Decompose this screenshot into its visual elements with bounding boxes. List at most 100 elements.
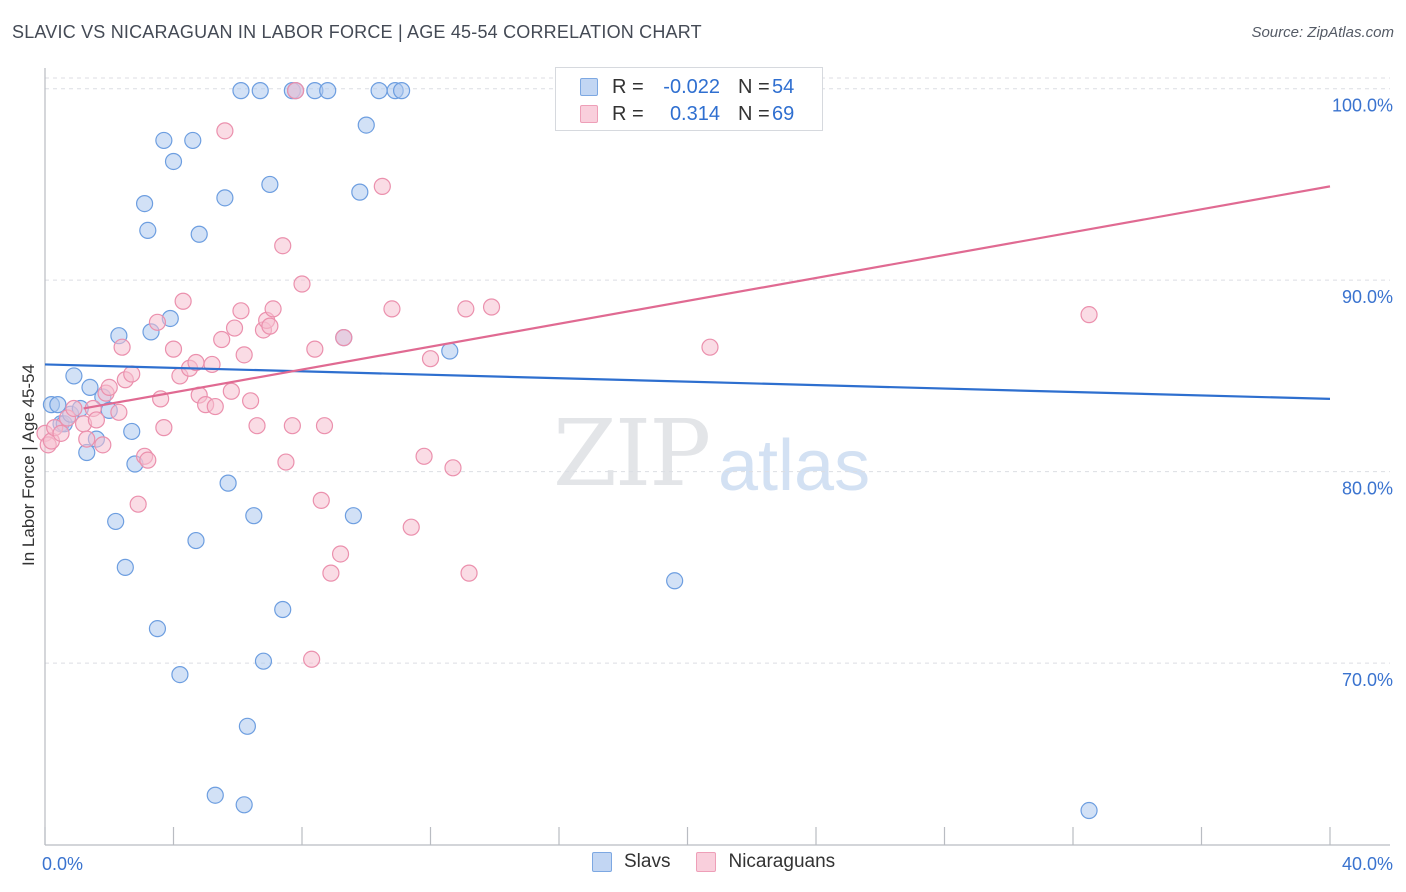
legend-n-label-nicaraguans: N = <box>738 102 770 125</box>
nicaraguan-point <box>264 300 282 318</box>
nicaraguan-point <box>701 338 719 356</box>
slavs-point <box>219 474 237 492</box>
y-tick-label: 70.0% <box>1342 670 1393 690</box>
nicaraguan-point <box>113 338 131 356</box>
nicaraguan-point <box>460 564 478 582</box>
nicaraguan-point <box>232 302 250 320</box>
nicaraguan-point <box>87 411 106 429</box>
slavs-point <box>441 342 459 360</box>
nicaraguan-point <box>148 313 167 331</box>
nicaraguan-point <box>155 419 173 437</box>
slavs-point <box>351 183 369 201</box>
slavs-point <box>261 175 279 194</box>
slavs-point <box>1080 801 1098 820</box>
slavs-point <box>254 652 273 670</box>
nicaraguan-point <box>322 564 340 582</box>
nicaraguan-point <box>444 459 462 477</box>
slavs-point <box>206 786 224 804</box>
nicaraguan-point <box>94 436 112 454</box>
slavs-point <box>81 378 99 397</box>
slavs-point <box>232 82 250 100</box>
nicaraguan-point <box>415 447 433 465</box>
nicaraguan-point <box>261 317 279 335</box>
slavs-point <box>155 131 173 150</box>
nicaraguan-point <box>315 417 334 435</box>
correlation-legend: R = -0.022 N = 54 R = 0.314 N = 69 <box>555 67 823 131</box>
slavs-point <box>344 507 362 525</box>
legend-row-slavs: R = -0.022 N = 54 <box>580 74 794 100</box>
series-legend-nicaraguans[interactable]: Nicaraguans <box>696 851 835 873</box>
tick-labels: 70.0% 80.0% 90.0% 100.0% 0.0% 40.0% <box>42 96 1393 874</box>
slavs-point <box>65 367 83 385</box>
y-tick-label: 80.0% <box>1342 479 1393 499</box>
legend-swatch-slavs <box>580 78 598 96</box>
nicaraguan-point <box>274 237 292 255</box>
nicaraguan-point <box>222 382 240 400</box>
series-swatch-slavs <box>592 852 612 872</box>
data-points <box>36 82 1098 820</box>
nicaraguan-point <box>123 365 141 383</box>
nicaraguan-point <box>335 329 353 347</box>
legend-swatch-nicaraguans <box>580 105 598 123</box>
slavs-point <box>319 82 337 100</box>
slavs-point <box>171 665 189 684</box>
nicaraguan-point <box>1080 306 1098 324</box>
y-tick-label: 100.0% <box>1332 96 1393 116</box>
axes <box>44 68 1390 846</box>
slavs-point <box>116 558 134 576</box>
legend-r-label-nicaraguans: R = <box>612 102 644 125</box>
slavs-point <box>135 194 154 213</box>
nicaraguan-point <box>283 417 301 435</box>
slavs-trend-line <box>44 363 1331 400</box>
nicaraguan-point <box>383 300 401 318</box>
slavs-point <box>187 531 205 550</box>
nicaraguan-point <box>235 346 253 364</box>
nicaraguan-point <box>206 397 224 416</box>
source-label: Source: ZipAtlas.com <box>1251 24 1394 41</box>
slavs-point <box>357 116 375 134</box>
nicaraguan-point <box>248 417 266 435</box>
trend-lines <box>44 185 1331 410</box>
legend-r-label-slavs: R = <box>612 75 644 98</box>
slavs-point <box>235 796 253 814</box>
slavs-point <box>148 620 167 638</box>
slavs-point <box>251 82 269 100</box>
nicaraguan-point <box>52 424 70 442</box>
series-legend-slavs[interactable]: Slavs <box>592 851 670 873</box>
slavs-point <box>392 82 411 100</box>
legend-r-value-slavs: -0.022 <box>663 75 720 98</box>
nicaraguan-point <box>65 399 83 418</box>
nicaraguan-point <box>306 340 324 358</box>
chart-title: SLAVIC VS NICARAGUAN IN LABOR FORCE | AG… <box>12 22 702 42</box>
slavs-point <box>184 131 202 150</box>
legend-row-nicaraguans: R = 0.314 N = 69 <box>580 101 794 127</box>
series-swatch-nicaraguans <box>696 852 717 872</box>
nicaraguan-point <box>421 350 440 368</box>
nicaraguan-point <box>216 122 234 140</box>
series-legend: Slavs Nicaraguans <box>592 851 861 873</box>
legend-n-value-nicaraguans: 69 <box>772 102 795 125</box>
series-label-nicaraguans: Nicaraguans <box>728 851 836 872</box>
nicaraguan-point <box>293 275 311 293</box>
slavs-point <box>666 572 684 590</box>
slavs-point <box>216 189 234 207</box>
nicaraguan-point <box>129 495 147 513</box>
nicaraguan-point <box>174 292 192 310</box>
slavs-point <box>190 225 208 243</box>
nicaraguan-point <box>482 298 501 316</box>
slavs-point <box>370 82 388 100</box>
nicaraguan-point <box>303 650 321 668</box>
nicaraguan-point <box>312 491 330 509</box>
x-tick-label: 0.0% <box>42 854 83 874</box>
nicaraguan-point <box>373 177 391 195</box>
nicaraguan-point <box>110 403 128 421</box>
y-axis-label: In Labor Force | Age 45-54 <box>19 364 38 566</box>
slavs-point <box>107 512 125 531</box>
x-tick-label: 40.0% <box>1342 854 1393 874</box>
y-tick-label: 90.0% <box>1342 287 1393 307</box>
nicaraguan-point <box>78 430 96 448</box>
slavs-point <box>49 396 67 414</box>
slavs-point <box>245 507 263 525</box>
nicaraguan-point <box>277 453 295 471</box>
